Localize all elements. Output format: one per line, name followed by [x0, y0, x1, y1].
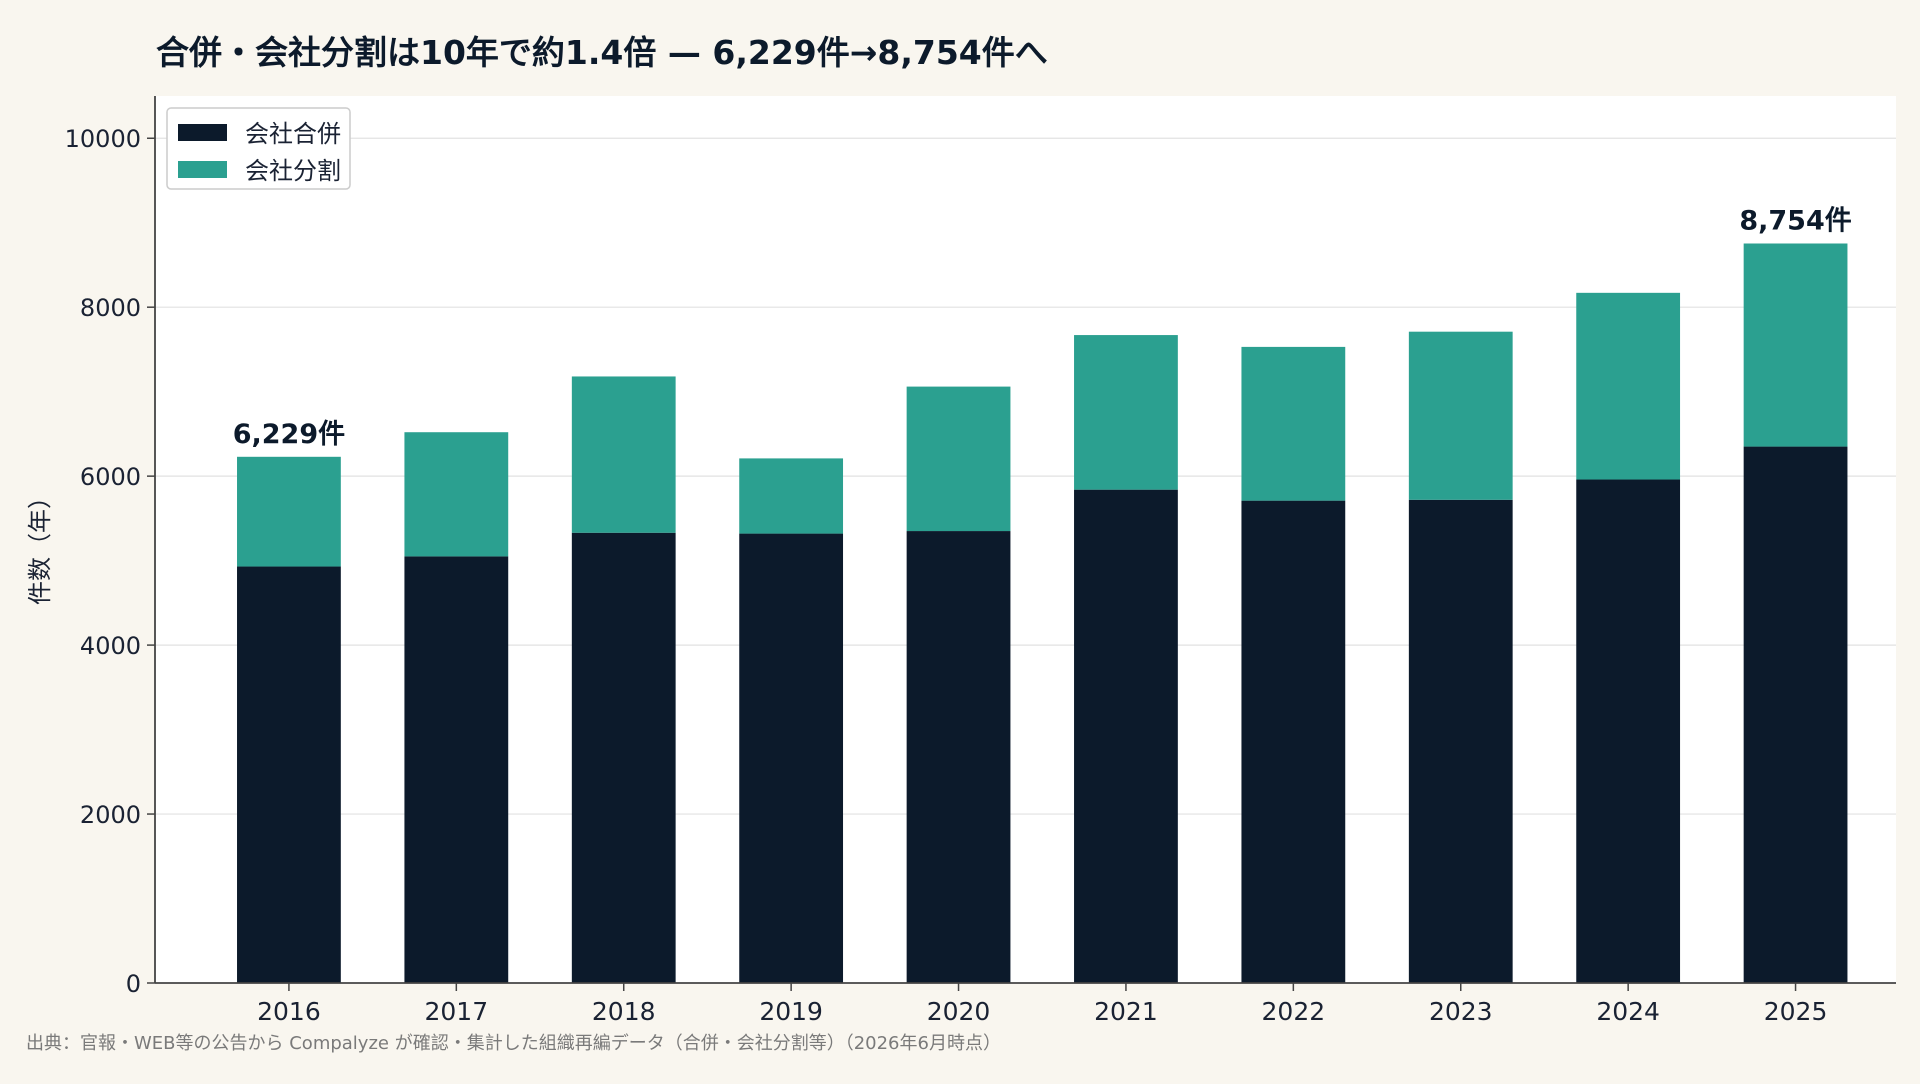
bar-segment-merger — [739, 533, 844, 983]
y-tick-label: 10000 — [65, 125, 141, 153]
y-tick-label: 6000 — [80, 463, 141, 491]
bar-segment-merger — [237, 566, 341, 983]
legend-swatch — [178, 161, 227, 178]
bar-segment-split — [1576, 292, 1681, 480]
bar-segment-split — [906, 386, 1011, 532]
bar-segment-merger — [1241, 500, 1346, 983]
bar-segment-split — [1743, 243, 1848, 447]
bar-segment-split — [404, 432, 509, 557]
legend-swatch — [178, 124, 227, 141]
bar-segment-split — [237, 456, 341, 567]
bar-segment-merger — [571, 532, 676, 983]
y-tick-label: 2000 — [80, 801, 141, 829]
x-tick-label: 2020 — [927, 997, 991, 1026]
x-tick-label: 2017 — [425, 997, 489, 1026]
x-tick-label: 2021 — [1094, 997, 1158, 1026]
annotation-layer: 6,229件 8,754件 — [233, 205, 1852, 449]
total-annotation: 8,754件 — [1739, 205, 1851, 236]
axes-layer: 0 2000 4000 6000 8000 10000 2016 2017 2018 2019 20… — [65, 96, 1896, 1026]
y-tick-label: 4000 — [80, 632, 141, 660]
bar-segment-split — [739, 458, 844, 534]
x-tick-label: 2022 — [1262, 997, 1326, 1026]
bar-segment-merger — [1074, 489, 1178, 983]
bar-segment-split — [1074, 335, 1178, 490]
bars-layer — [237, 243, 1848, 984]
legend-label: 会社合併 — [245, 120, 341, 148]
total-annotation: 6,229件 — [233, 419, 345, 450]
x-tick-label: 2018 — [592, 997, 656, 1026]
bar-segment-merger — [906, 531, 1011, 983]
x-tick-label: 2016 — [257, 997, 321, 1026]
chart-title: 合併・会社分割は10年で約1.4倍 — 6,229件→8,754件へ — [156, 33, 1048, 72]
x-tick-label: 2023 — [1429, 997, 1493, 1026]
y-axis-label: 件数（年） — [26, 485, 54, 605]
x-tick-label: 2019 — [759, 997, 823, 1026]
legend-label: 会社分割 — [245, 157, 341, 185]
x-tick-label: 2025 — [1764, 997, 1828, 1026]
bar-segment-split — [571, 376, 676, 533]
y-tick-label: 8000 — [80, 294, 141, 322]
bar-segment-split — [1241, 346, 1346, 501]
bar-segment-split — [1408, 331, 1513, 500]
bar-segment-merger — [1576, 479, 1681, 983]
x-tick-label: 2024 — [1596, 997, 1660, 1026]
source-note: 出典：官報・WEB等の公告から Compalyze が確認・集計した組織再編デー… — [26, 1033, 1001, 1054]
bar-segment-merger — [1408, 499, 1513, 983]
bar-segment-merger — [1743, 446, 1848, 984]
bar-segment-merger — [404, 556, 509, 983]
y-tick-label: 0 — [126, 970, 141, 998]
